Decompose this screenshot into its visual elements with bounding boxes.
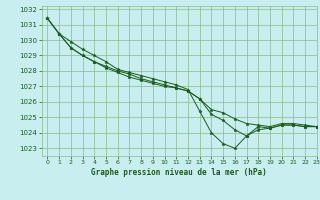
- X-axis label: Graphe pression niveau de la mer (hPa): Graphe pression niveau de la mer (hPa): [91, 168, 267, 177]
